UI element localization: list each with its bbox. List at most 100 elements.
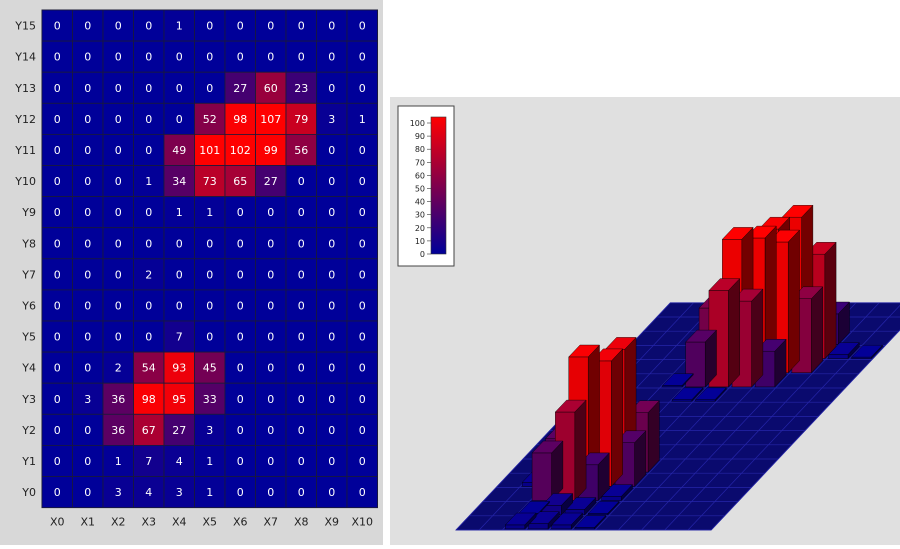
y-tick-label: Y13 (14, 82, 36, 95)
colorbar-tick-label: 40 (415, 198, 425, 207)
heatmap-cell-value: 0 (206, 331, 213, 344)
heatmap-cell (255, 196, 287, 229)
heatmap-cell-value: 0 (298, 393, 305, 406)
heatmap-cell-value: 0 (298, 424, 305, 437)
heatmap-cell-value: 0 (145, 237, 152, 250)
heatmap-cell (316, 351, 348, 384)
heatmap-cell-value: 0 (84, 362, 91, 375)
heatmap-cell (163, 40, 195, 73)
heatmap-cell (194, 413, 226, 446)
heatmap-cell (224, 258, 256, 291)
heatmap-cell-value: 4 (176, 455, 183, 468)
heatmap-cell-value: 0 (115, 268, 122, 281)
heatmap-cell-value: 101 (199, 144, 220, 157)
heatmap-cell-value: 0 (145, 51, 152, 64)
y-tick-label: Y15 (14, 20, 36, 33)
heatmap-cell (72, 196, 104, 229)
heatmap-cell (285, 351, 317, 384)
heatmap-cell-value: 0 (237, 331, 244, 344)
heatmap-cell (72, 444, 104, 477)
heatmap-cell (72, 351, 104, 384)
heatmap-cell (72, 289, 104, 322)
heatmap-cell (133, 71, 165, 104)
heatmap-cell-value: 0 (359, 424, 366, 437)
heatmap-cell-value: 0 (237, 299, 244, 312)
heatmap-cell-value: 0 (84, 424, 91, 437)
heatmap-cell (194, 258, 226, 291)
heatmap-cell-value: 0 (359, 82, 366, 95)
heatmap-cell-value: 1 (206, 486, 213, 499)
heatmap-cell-value: 52 (203, 113, 217, 126)
heatmap-cell-value: 0 (84, 237, 91, 250)
heatmap-cell (316, 133, 348, 166)
heatmap-cell-value: 0 (328, 424, 335, 437)
heatmap-cell-value: 0 (54, 82, 61, 95)
heatmap-cell (72, 133, 104, 166)
heatmap-cell-value: 34 (172, 175, 186, 188)
heatmap-cell-value: 0 (84, 268, 91, 281)
heatmap-cell (224, 196, 256, 229)
heatmap-cell-value: 60 (264, 82, 278, 95)
heatmap-cell-value: 0 (359, 206, 366, 219)
bar3d-column (574, 515, 607, 530)
heatmap-cell (133, 289, 165, 322)
colorbar-tick-label: 30 (415, 211, 425, 220)
heatmap-cell-value: 0 (54, 144, 61, 157)
heatmap-cell-value: 0 (115, 206, 122, 219)
heatmap-cell-value: 0 (206, 82, 213, 95)
heatmap-cell (102, 196, 134, 229)
heatmap-cell-value: 33 (203, 393, 217, 406)
heatmap-cell (255, 40, 287, 73)
heatmap-cell-value: 0 (359, 268, 366, 281)
heatmap-cell-value: 0 (84, 331, 91, 344)
colorbar-tick-label: 0 (420, 250, 425, 259)
heatmap-cell-value: 0 (84, 144, 91, 157)
heatmap-cell-value: 0 (54, 486, 61, 499)
heatmap-cell-value: 1 (115, 455, 122, 468)
x-tick-label: X9 (324, 516, 339, 529)
heatmap-cell-value: 0 (115, 51, 122, 64)
heatmap-cell (72, 476, 104, 509)
heatmap-cell-value: 93 (172, 362, 186, 375)
heatmap-cell (163, 196, 195, 229)
heatmap-cell (41, 9, 73, 42)
heatmap-cell-value: 0 (54, 362, 61, 375)
heatmap-cell (316, 289, 348, 322)
bar3d-column (587, 500, 620, 516)
heatmap-cell-value: 49 (172, 144, 186, 157)
y-tick-label: Y5 (21, 331, 36, 344)
heatmap-cell-value: 4 (145, 486, 152, 499)
heatmap-cell (316, 320, 348, 353)
heatmap-cell (72, 102, 104, 135)
heatmap-cell-value: 0 (145, 331, 152, 344)
heatmap-cell-value: 0 (267, 299, 274, 312)
heatmap-cell-value: 1 (206, 206, 213, 219)
y-tick-label: Y2 (21, 424, 36, 437)
heatmap-cell-value: 0 (328, 144, 335, 157)
y-tick-label: Y14 (14, 51, 36, 64)
x-tick-label: X2 (111, 516, 126, 529)
heatmap-cell-value: 0 (267, 51, 274, 64)
heatmap-cell-value: 0 (328, 455, 335, 468)
y-tick-label: Y6 (21, 299, 36, 312)
heatmap-cell-value: 36 (111, 424, 125, 437)
heatmap-cell-value: 0 (237, 393, 244, 406)
heatmap-panel: 0 0 0 0 1 0 0 0 0 0 0 0 0 0 0 0 0 0 0 0 0 0 0 0 0 0 0 0 27 60 23 0 0 0 0 0 0… (0, 0, 383, 545)
heatmap-cell (255, 258, 287, 291)
heatmap-cell-value: 0 (298, 51, 305, 64)
heatmap-cell (346, 40, 378, 73)
y-tick-label: Y8 (21, 237, 36, 250)
heatmap-cell-value: 65 (233, 175, 247, 188)
heatmap-cell-value: 0 (115, 113, 122, 126)
heatmap-cell (163, 320, 195, 353)
heatmap-cell-value: 0 (267, 237, 274, 250)
heatmap-cell-value: 0 (359, 299, 366, 312)
heatmap-cell (316, 165, 348, 198)
heatmap-cell-value: 0 (54, 424, 61, 437)
heatmap-cell-value: 3 (115, 486, 122, 499)
heatmap-cell-value: 56 (294, 144, 308, 157)
bar3d-chart: 0 10 20 30 40 50 60 70 80 90 100 (397, 105, 900, 531)
heatmap-cell (163, 444, 195, 477)
colorbar-gradient (430, 116, 447, 255)
heatmap-cell (285, 382, 317, 415)
